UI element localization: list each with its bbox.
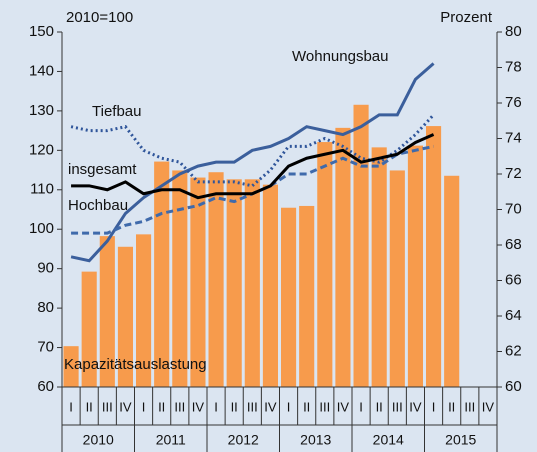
x-tick-label: II: [86, 399, 93, 414]
y-tick-label: 130: [29, 102, 54, 119]
bar: [335, 127, 351, 387]
series-label: insgesamt: [68, 161, 137, 178]
x-tick-label: II: [448, 399, 455, 414]
y-tick-label: 120: [29, 141, 54, 158]
y2-tick-label: 70: [505, 200, 522, 217]
x-tick-label: IV: [482, 399, 495, 414]
right-axis-label: Prozent: [440, 9, 493, 26]
year-label: 2014: [373, 432, 404, 448]
bar: [389, 170, 405, 387]
y2-tick-label: 72: [505, 165, 522, 182]
x-tick-label: III: [319, 399, 330, 414]
x-tick-label: IV: [409, 399, 422, 414]
x-tick-label: II: [158, 399, 165, 414]
bar: [299, 205, 315, 387]
line: [70, 62, 435, 263]
y-tick-label: 100: [29, 220, 54, 237]
x-tick-label: IV: [337, 399, 350, 414]
bar: [81, 271, 97, 387]
y-tick-label: 80: [37, 299, 54, 316]
bar: [371, 147, 387, 387]
left-axis-label: 2010=100: [66, 9, 133, 26]
year-label: 2013: [300, 432, 331, 448]
x-tick-label: III: [174, 399, 185, 414]
y2-tick-label: 66: [505, 271, 522, 288]
x-tick-label: III: [247, 399, 258, 414]
x-tick-label: I: [359, 399, 363, 414]
x-tick-label: I: [142, 399, 146, 414]
y2-tick-label: 62: [505, 342, 522, 359]
year-label: 2015: [445, 432, 476, 448]
year-label: 2012: [228, 432, 259, 448]
bar: [262, 184, 278, 387]
series-label: Wohnungsbau: [292, 48, 388, 65]
y-tick-label: 90: [37, 260, 54, 277]
bar: [426, 126, 442, 387]
y2-tick-label: 60: [505, 378, 522, 395]
bar: [136, 234, 152, 387]
x-tick-label: IV: [119, 399, 132, 414]
x-tick-label: I: [214, 399, 218, 414]
y-tick-label: 110: [30, 181, 54, 198]
bar: [154, 161, 170, 387]
y-tick-label: 60: [37, 378, 54, 395]
bar: [281, 207, 297, 387]
x-tick-label: IV: [192, 399, 205, 414]
y2-tick-label: 68: [505, 236, 522, 253]
bar: [244, 179, 260, 387]
x-tick-label: II: [303, 399, 310, 414]
bar: [407, 145, 423, 387]
bar: [190, 177, 206, 387]
x-tick-label: IV: [264, 399, 277, 414]
bar: [444, 175, 460, 387]
x-tick-label: III: [102, 399, 113, 414]
bar: [353, 104, 369, 388]
line: [71, 133, 435, 200]
bar: [317, 142, 333, 387]
year-label: 2010: [83, 432, 114, 448]
year-label: 2011: [156, 432, 186, 448]
bar: [226, 179, 242, 387]
x-tick-label: II: [231, 399, 238, 414]
y2-tick-label: 80: [505, 23, 522, 40]
series-label: Tiefbau: [92, 103, 141, 120]
x-tick-label: I: [69, 399, 73, 414]
y-tick-label: 70: [37, 339, 54, 356]
x-tick-label: I: [432, 399, 436, 414]
x-tick-label: III: [464, 399, 475, 414]
x-tick-label: II: [376, 399, 383, 414]
y2-tick-label: 78: [505, 58, 522, 75]
x-tick-label: I: [287, 399, 291, 414]
bar: [117, 246, 133, 387]
series-label: Kapazitätsauslastung: [64, 356, 207, 373]
series-label: Hochbau: [68, 197, 128, 214]
bar: [63, 346, 79, 387]
y-tick-label: 150: [29, 23, 54, 40]
y-tick-label: 140: [29, 62, 54, 79]
x-tick-label: III: [392, 399, 403, 414]
y2-tick-label: 76: [505, 94, 522, 111]
y2-tick-label: 64: [505, 307, 522, 324]
bar: [99, 236, 115, 387]
y2-tick-label: 74: [505, 129, 522, 146]
bar: [208, 172, 224, 387]
bar: [172, 170, 188, 387]
